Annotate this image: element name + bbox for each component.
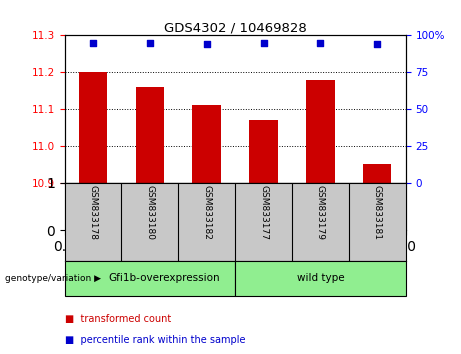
Point bbox=[203, 41, 210, 47]
Point bbox=[373, 41, 381, 47]
Point bbox=[260, 40, 267, 46]
Text: ■  percentile rank within the sample: ■ percentile rank within the sample bbox=[65, 335, 245, 345]
Bar bbox=[193, 105, 221, 183]
Text: GSM833181: GSM833181 bbox=[373, 185, 382, 240]
Point bbox=[146, 40, 154, 46]
Point bbox=[317, 40, 324, 46]
Text: wild type: wild type bbox=[296, 274, 344, 284]
Text: ■  transformed count: ■ transformed count bbox=[65, 314, 171, 324]
Bar bbox=[136, 87, 164, 183]
Bar bbox=[235, 261, 406, 296]
Bar bbox=[306, 80, 335, 183]
Bar bbox=[249, 120, 278, 183]
Text: GSM833177: GSM833177 bbox=[259, 185, 268, 240]
Bar bbox=[65, 261, 235, 296]
Text: GSM833179: GSM833179 bbox=[316, 185, 325, 240]
Text: GSM833180: GSM833180 bbox=[145, 185, 154, 240]
Point bbox=[89, 40, 97, 46]
Text: genotype/variation ▶: genotype/variation ▶ bbox=[5, 274, 100, 283]
Title: GDS4302 / 10469828: GDS4302 / 10469828 bbox=[164, 21, 307, 34]
Text: GSM833182: GSM833182 bbox=[202, 185, 211, 240]
Text: Gfi1b-overexpression: Gfi1b-overexpression bbox=[108, 274, 220, 284]
Text: GSM833178: GSM833178 bbox=[89, 185, 97, 240]
Bar bbox=[79, 72, 107, 183]
Bar bbox=[363, 165, 391, 183]
